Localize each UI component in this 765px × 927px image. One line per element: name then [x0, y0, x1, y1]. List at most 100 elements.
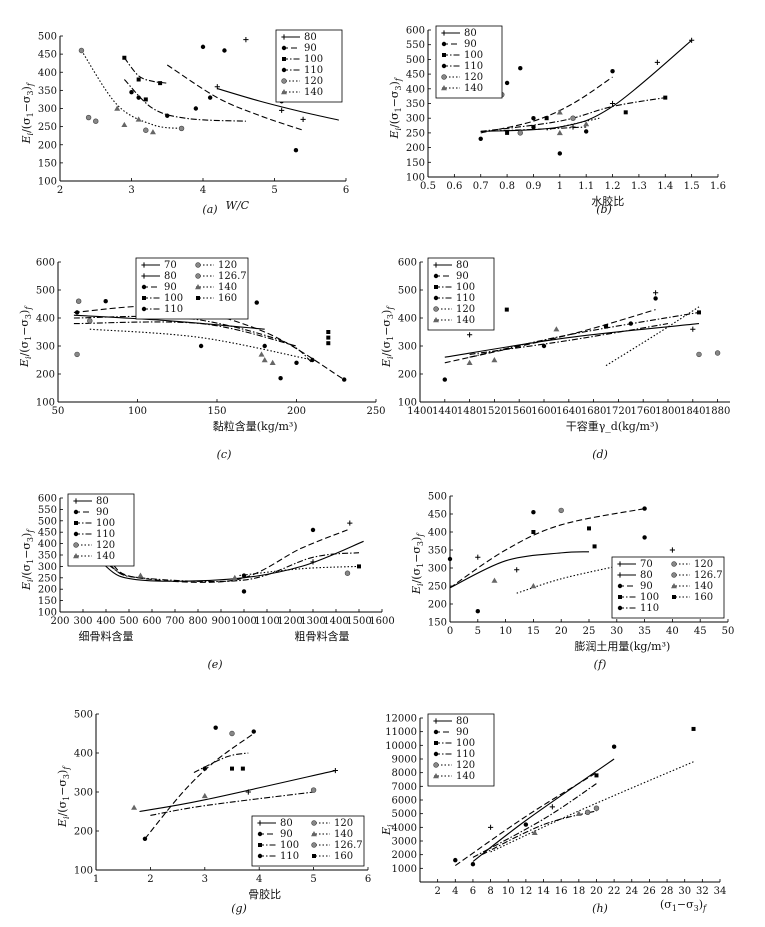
data-point	[531, 510, 536, 515]
panel-caption: (c)	[217, 448, 232, 461]
y-tick-label: 200	[428, 600, 447, 611]
data-point	[251, 729, 256, 734]
data-point	[137, 572, 144, 578]
data-point	[690, 326, 696, 332]
x-tick-label: 4	[452, 886, 458, 897]
data-point	[245, 789, 251, 795]
x-tick-label: 32	[696, 886, 709, 897]
data-point	[556, 129, 563, 136]
data-point	[544, 116, 549, 121]
x-tick-label: 0	[447, 626, 453, 637]
data-point	[207, 95, 213, 100]
y-tick-label: 450	[38, 50, 57, 61]
legend-box	[67, 493, 135, 567]
legend-item: 120	[671, 559, 713, 570]
data-point	[178, 125, 185, 132]
x-axis-label: 水胶比	[591, 194, 624, 208]
data-point	[558, 507, 564, 514]
x-tick-label: 4	[200, 185, 206, 196]
data-point	[549, 804, 555, 810]
data-point	[466, 359, 473, 365]
legend-label: 160	[694, 592, 713, 603]
data-point	[136, 95, 141, 100]
y-tick-label: 500	[428, 492, 447, 503]
legend-marker	[433, 273, 439, 279]
y-tick-label: 200	[398, 370, 417, 381]
legend-marker	[257, 831, 263, 837]
legend-label: 110	[96, 529, 115, 540]
x-tick-label: 1200	[277, 616, 302, 627]
legend-label: 80	[456, 716, 469, 727]
x-tick-label: 35	[638, 626, 651, 637]
data-point	[583, 121, 590, 127]
series-100	[472, 726, 696, 858]
data-point	[523, 822, 529, 827]
data-point	[229, 730, 235, 737]
data-point	[505, 130, 510, 135]
data-point	[74, 351, 80, 358]
data-point	[198, 343, 204, 349]
data-point	[344, 570, 351, 576]
legend-item: 70	[617, 559, 653, 570]
series-120	[229, 730, 317, 793]
data-point	[517, 130, 523, 136]
x-tick-label: 1560	[506, 406, 531, 417]
legend-marker	[618, 595, 622, 599]
y-tick-label: 100	[406, 173, 425, 184]
x-tick-label: 1400	[407, 406, 432, 417]
y-tick-label: 600	[38, 494, 57, 505]
data-point	[467, 332, 473, 338]
x-tick-label: 1680	[581, 406, 606, 417]
y-tick-label: 4000	[392, 823, 417, 834]
legend-item: 126.7	[195, 271, 247, 282]
x-tick-label: 1720	[606, 406, 631, 417]
y-tick-label: 300	[398, 342, 417, 353]
data-point	[689, 37, 695, 43]
data-point	[254, 300, 259, 305]
legend-label: 160	[334, 851, 353, 862]
legend-item: 140	[73, 551, 115, 562]
data-point	[310, 787, 317, 793]
x-tick-label: 40	[666, 626, 679, 637]
y-tick-label: 400	[428, 528, 447, 539]
legend-label: 140	[218, 282, 237, 293]
data-point	[241, 589, 247, 594]
legend-label: 90	[96, 507, 109, 518]
y-tick-label: 2000	[392, 850, 417, 861]
y-tick-label: 10000	[385, 741, 417, 752]
data-point	[261, 357, 268, 363]
series-80	[449, 547, 675, 589]
x-tick-label: 200	[287, 406, 306, 417]
data-point	[691, 726, 696, 731]
data-point	[149, 129, 156, 135]
legend-marker	[312, 854, 316, 858]
legend-item: 100	[434, 738, 475, 749]
legend-label: 140	[334, 829, 353, 840]
series-90	[453, 744, 617, 867]
series-140	[258, 351, 276, 365]
legend-label: 80	[280, 818, 293, 829]
data-point	[623, 110, 628, 115]
legend-marker	[195, 273, 201, 279]
x-tick-label: 18	[572, 886, 585, 897]
y-tick-label: 150	[428, 618, 447, 629]
x-tick-label: 1.2	[605, 181, 621, 192]
x-axis-label: 骨胶比	[248, 887, 281, 901]
legend-marker	[433, 729, 439, 735]
legend-marker	[311, 842, 317, 848]
y-tick-label: 250	[38, 122, 57, 133]
fit-curve	[472, 783, 597, 858]
fit-curve	[73, 315, 313, 364]
y-tick-label: 150	[406, 158, 425, 169]
y-tick-label: 9000	[392, 755, 417, 766]
series-110	[73, 321, 297, 349]
data-point	[230, 766, 234, 771]
y-tick-label: 500	[398, 286, 417, 297]
legend-box	[427, 713, 495, 787]
legend-marker	[433, 773, 439, 779]
fit-curve	[480, 76, 613, 134]
data-point	[504, 80, 510, 86]
y-tick-label: 300	[38, 562, 57, 573]
x-tick-label: 50	[722, 626, 735, 637]
legend-label: 120	[456, 760, 475, 771]
